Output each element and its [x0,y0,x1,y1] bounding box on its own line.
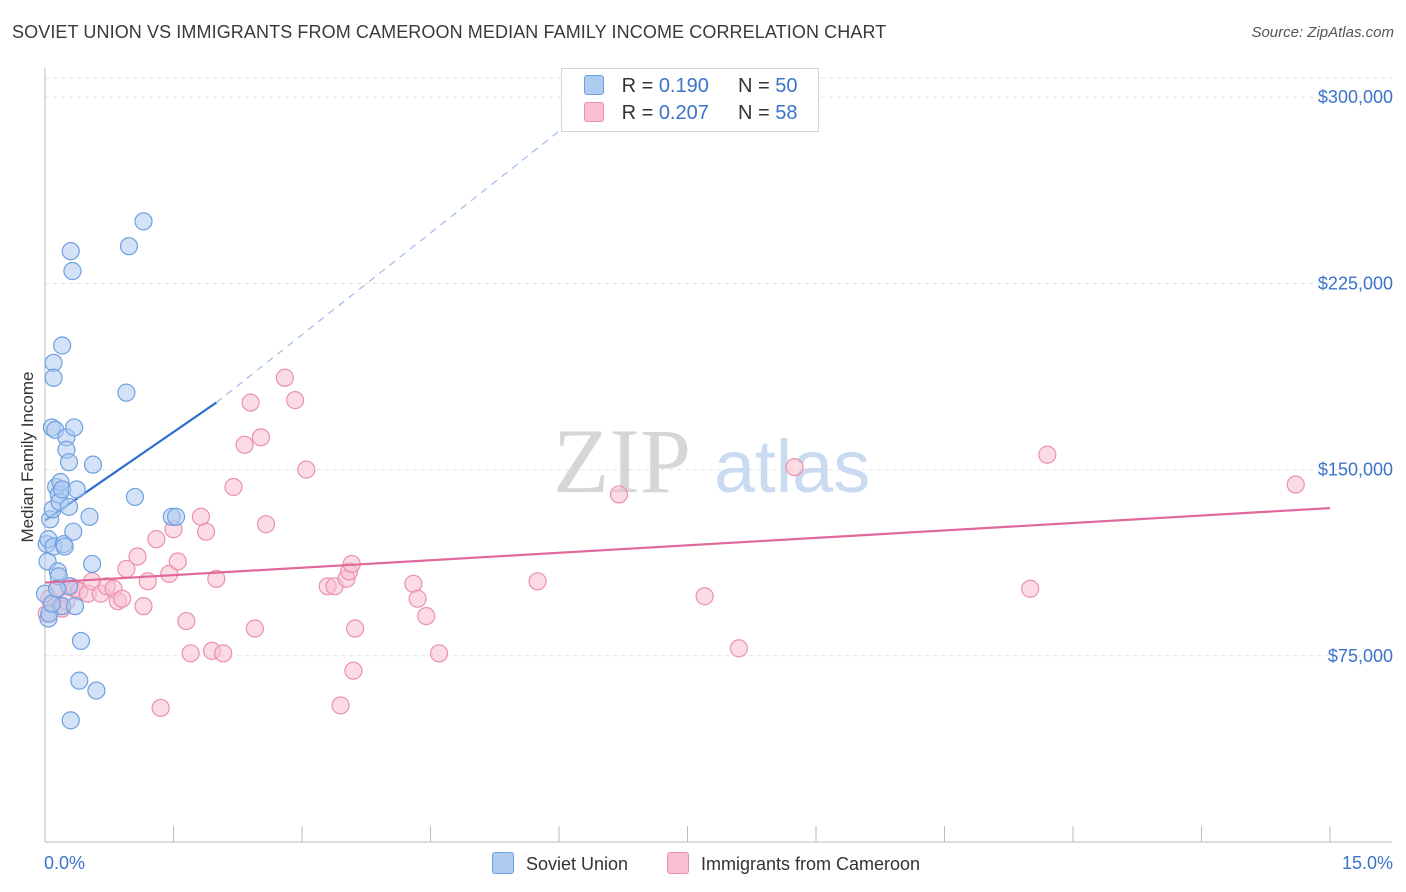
cameroon-point [207,569,226,588]
x-tick-label-max: 15.0% [1342,853,1393,873]
soviet-point [63,261,82,281]
cameroon-point [346,619,365,638]
legend-r-label: R = [621,102,654,124]
cameroon-r-value: 0.207 [658,102,709,124]
legend-n-label: N = [738,102,770,124]
cameroon-point [331,696,350,715]
cameroon-point [1021,579,1040,598]
grid-lines [45,77,1392,657]
soviet-n-value: 50 [775,75,798,97]
cameroon-point [245,619,264,638]
legend-row-soviet: R = 0.190 N = 50 [584,75,798,101]
soviet-trend-layer [44,96,603,522]
cameroon-point [241,393,260,412]
y-tick-label: $75,000 [1328,646,1393,666]
soviet-trend-extension [215,96,603,404]
soviet-point [166,507,186,526]
bottom-legend-soviet: Soviet Union [492,852,628,875]
cameroon-point [235,435,254,454]
watermark: ZIP atlas [553,410,870,512]
cameroon-point [275,368,294,387]
cameroon-point [417,606,436,626]
soviet-point [65,597,85,616]
cameroon-point [286,391,305,410]
tick-labels: $75,000 $150,000 $225,000 $300,000 0.0% 15.0% [44,87,1393,873]
soviet-point [134,212,153,231]
soviet-point [70,671,89,690]
cameroon-trend-line [44,507,1331,584]
cameroon-point [112,589,132,608]
correlation-legend: R = 0.190 N = 50 R = 0.207 N = 58 [561,68,819,132]
cameroon-point [251,428,270,447]
cameroon-point [128,547,147,566]
axes [44,68,1392,843]
cameroon-trend-layer [44,507,1331,584]
soviet-point [119,237,139,256]
cameroon-point [224,477,243,497]
legend-r-label: R = [621,75,654,97]
soviet-point [59,497,79,516]
chart-title: SOVIET UNION VS IMMIGRANTS FROM CAMEROON… [12,22,887,42]
soviet-point [47,579,67,598]
soviet-point [55,537,74,556]
cameroon-point [1286,475,1305,494]
bottom-legend-cameroon: Immigrants from Cameroon [667,852,920,875]
cameroon-point [429,644,449,663]
cameroon-point [256,515,276,534]
cameroon-point [214,644,233,663]
soviet-r-value: 0.190 [658,75,709,97]
legend-n-label: N = [738,75,770,97]
cameroon-point [408,589,427,608]
source-label: Source: ZipAtlas.com [1251,24,1394,41]
soviet-point [83,455,103,474]
legend-row-cameroon: R = 0.207 N = 58 [584,102,798,128]
cameroon-point [528,572,547,591]
soviet-point [65,418,84,437]
cameroon-legend-label: Immigrants from Cameroon [701,854,921,874]
cameroon-point [177,611,196,631]
cameroon-point [168,552,187,571]
cameroon-point [785,458,804,477]
cameroon-point [729,639,749,658]
soviet-swatch [584,75,604,95]
cameroon-point [297,460,316,479]
soviet-point [67,480,86,499]
soviet-point [83,554,102,574]
cameroon-point [1038,445,1057,464]
soviet-point [80,507,99,526]
cameroon-legend-swatch [667,852,689,874]
soviet-point [71,631,91,651]
soviet-point [64,522,83,541]
cameroon-point [134,597,153,616]
soviet-point [87,681,106,700]
cameroon-point [147,530,166,549]
soviet-point [125,487,145,507]
soviet-legend-label: Soviet Union [526,854,629,874]
y-tick-label: $225,000 [1318,273,1393,293]
cameroon-point [695,587,714,606]
cameroon-n-value: 58 [775,102,798,124]
soviet-point [61,242,80,261]
soviet-points [35,212,186,730]
soviet-point [117,383,136,402]
y-tick-label: $150,000 [1318,460,1393,480]
cameroon-point [344,661,363,680]
x-tick-label-min: 0.0% [44,853,85,873]
soviet-legend-swatch [492,852,514,874]
soviet-point [61,711,80,730]
y-axis-label: Median Family Income [18,371,37,542]
soviet-point [59,453,79,472]
cameroon-point [196,522,216,541]
soviet-point [53,336,72,355]
cameroon-swatch [584,102,604,122]
soviet-point [44,368,63,387]
cameroon-point [181,644,200,663]
y-tick-label: $300,000 [1318,87,1393,107]
cameroon-point [609,485,629,504]
cameroon-point [151,698,170,718]
